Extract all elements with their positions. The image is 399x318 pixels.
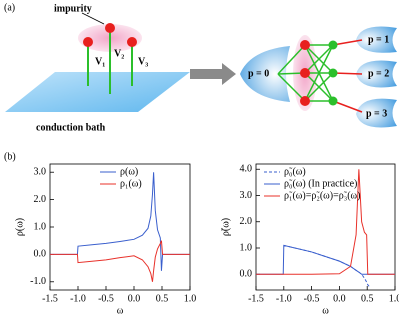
couplings bbox=[332, 39, 363, 113]
chain-label: p = 0 bbox=[248, 68, 269, 79]
chain-label: p = 1 bbox=[368, 34, 389, 45]
x-tick-label: -1.0 bbox=[70, 293, 86, 304]
v-label: V₁ bbox=[95, 56, 105, 67]
legend-label: ρ(ω) bbox=[120, 166, 138, 177]
x-tick-label: 0.5 bbox=[361, 293, 374, 304]
site bbox=[83, 37, 93, 47]
y-tick-label: 0.0 bbox=[240, 269, 253, 280]
impurity-label: impurity bbox=[54, 3, 92, 14]
x-tick-label: -0.5 bbox=[98, 293, 114, 304]
x-tick-label: 0.0 bbox=[333, 293, 346, 304]
site bbox=[127, 37, 137, 47]
site bbox=[328, 40, 338, 50]
x-tick-label: 1.0 bbox=[184, 293, 197, 304]
chain-label: p = 2 bbox=[368, 68, 389, 79]
site bbox=[300, 68, 310, 78]
chain-label: p = 3 bbox=[366, 108, 387, 119]
x-tick-label: 0.5 bbox=[156, 293, 169, 304]
y-tick-label: 1.0 bbox=[240, 242, 253, 253]
y-tick-label: 2.0 bbox=[34, 194, 47, 205]
lobe bbox=[356, 98, 397, 128]
y-tick-label: 3.0 bbox=[34, 167, 47, 178]
x-tick-label: 0.0 bbox=[128, 293, 141, 304]
series-line bbox=[50, 172, 190, 271]
arrow bbox=[190, 63, 236, 85]
couplings bbox=[277, 44, 334, 102]
v-label: V₃ bbox=[138, 56, 148, 67]
legend-label: ρ₁(ω) bbox=[120, 178, 142, 189]
y-tick-label: 2.0 bbox=[240, 216, 253, 227]
y-axis-label: ρ(ω) bbox=[14, 218, 25, 236]
site bbox=[328, 96, 338, 106]
x-tick-label: -1.0 bbox=[276, 293, 292, 304]
series-line bbox=[256, 244, 395, 275]
x-tick-label: -0.5 bbox=[304, 293, 320, 304]
x-tick-label: -1.5 bbox=[248, 293, 264, 304]
lobe bbox=[356, 60, 397, 88]
lobe bbox=[356, 26, 397, 53]
x-axis-label: ω bbox=[322, 305, 329, 316]
site bbox=[105, 23, 115, 33]
site bbox=[328, 68, 338, 78]
panel-label: (a) bbox=[4, 2, 15, 13]
legend-label: ρ̃₀(ω) bbox=[284, 166, 306, 177]
site bbox=[300, 96, 310, 106]
x-tick-label: -1.5 bbox=[42, 293, 58, 304]
x-axis-label: ω bbox=[117, 305, 124, 316]
y-axis-label: ρ̃(ω) bbox=[220, 218, 231, 236]
series-line bbox=[283, 244, 371, 288]
y-tick-label: 1.0 bbox=[34, 221, 47, 232]
site bbox=[300, 40, 310, 50]
y-tick-label: -1.0 bbox=[30, 276, 46, 287]
bath-label: conduction bath bbox=[36, 122, 106, 133]
series-line bbox=[256, 169, 395, 275]
v-label: V₂ bbox=[114, 48, 124, 59]
y-tick-label: 3.0 bbox=[240, 190, 253, 201]
panel-label: (b) bbox=[4, 151, 16, 162]
plot-frame bbox=[255, 163, 396, 291]
pointer bbox=[81, 12, 105, 25]
y-tick-label: 0.0 bbox=[34, 249, 47, 260]
lobe bbox=[240, 46, 290, 102]
bath bbox=[5, 72, 190, 112]
legend-label: ρ̃₁(ω)=ρ̃₂(ω)=ρ̃₃(ω) bbox=[284, 190, 360, 201]
x-tick-label: 1.0 bbox=[389, 293, 399, 304]
legend-label: ρ̃₀(ω) (In practice) bbox=[284, 178, 357, 189]
y-tick-label: 4.0 bbox=[240, 164, 253, 175]
series-line bbox=[50, 240, 190, 282]
